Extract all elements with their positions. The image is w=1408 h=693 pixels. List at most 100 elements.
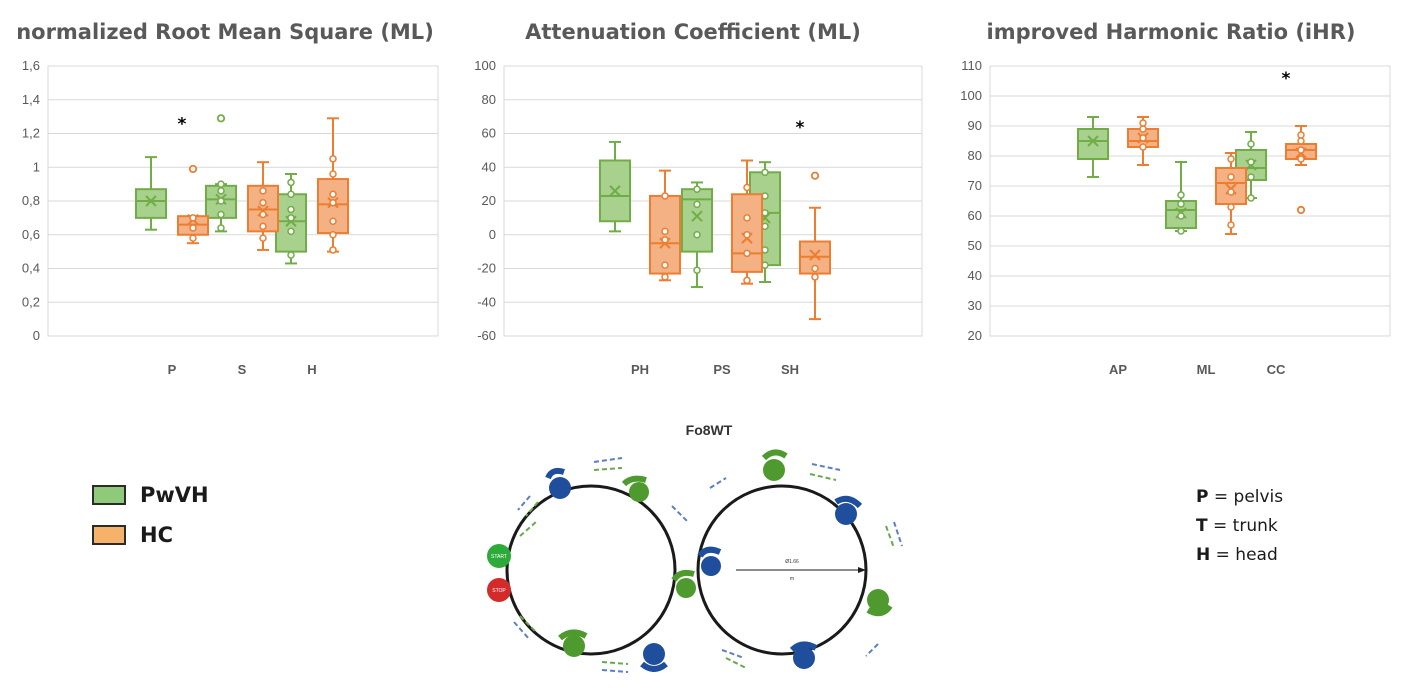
walker-icon [866, 589, 893, 617]
y-tick-label: 100 [474, 58, 496, 73]
y-tick-label: 100 [960, 88, 982, 103]
data-point [1247, 173, 1255, 181]
data-point [1139, 134, 1147, 142]
chart-title: improved Harmonic Ratio (iHR) [986, 20, 1356, 44]
legend-item-hc: HC [92, 518, 209, 552]
data-point [761, 168, 769, 177]
y-tick-label: -40 [477, 294, 496, 309]
outlier-point [810, 171, 820, 180]
start-label: START [491, 554, 507, 560]
legend-swatch-pwvh [92, 485, 126, 505]
outlier-point [1296, 205, 1306, 215]
start-button-icon: START [487, 544, 511, 568]
stop-label: STOP [492, 588, 506, 594]
y-tick-label: 80 [968, 148, 982, 163]
y-tick-label: 90 [968, 118, 982, 133]
walker-icon [697, 546, 722, 576]
data-point [1297, 155, 1305, 163]
data-point [811, 273, 819, 281]
mean-marker [145, 195, 157, 207]
y-tick-label: 0 [489, 227, 496, 242]
walker-icon [640, 643, 668, 672]
data-point [329, 170, 337, 178]
data-point [329, 246, 337, 254]
abbreviation-key: T [1196, 516, 1208, 536]
data-point [661, 227, 669, 236]
data-point [1297, 137, 1305, 145]
y-tick-label: 40 [968, 268, 982, 283]
data-point [329, 231, 337, 239]
significance-marker: * [178, 114, 187, 134]
data-point [189, 234, 197, 242]
box-pwvh-cc [1235, 131, 1267, 202]
stop-button-icon: STOP [487, 578, 511, 602]
legend: PwVH HC [92, 478, 209, 558]
outlier-point [216, 114, 226, 123]
legend-swatch-hc [92, 525, 126, 545]
mean-marker [609, 185, 621, 197]
walker-icon [789, 641, 818, 669]
y-tick-label: 80 [482, 92, 496, 107]
abbreviation-text: = trunk [1213, 516, 1278, 536]
data-point [743, 214, 751, 222]
chart-panel-nrms: normalized Root Mean Square (ML) 0 0,2 0,4… [6, 0, 444, 392]
walker-icon [558, 629, 588, 657]
abbreviation-text: = head [1215, 545, 1278, 565]
data-point [217, 224, 225, 232]
distance-label: Ø1.66 [785, 559, 799, 565]
box-hc-ph [649, 169, 681, 282]
data-point [1297, 146, 1305, 154]
x-tick-label: PS [713, 362, 731, 377]
data-point [811, 264, 819, 273]
box-pwvh-ml [1165, 161, 1197, 235]
data-point [743, 276, 751, 285]
y-tick-label: -60 [477, 328, 496, 343]
legend-label: PwVH [140, 483, 209, 507]
y-tick-label: 20 [968, 328, 982, 343]
legend-item-pwvh: PwVH [92, 478, 209, 512]
outlier-point [188, 164, 198, 174]
x-tick-label: ML [1197, 362, 1216, 377]
data-point [1247, 194, 1255, 202]
data-point [1139, 119, 1147, 127]
chart-svg-attenuation: -60 -40 -20 0 20 40 60 80 100 PH PS SH * [474, 58, 923, 377]
data-point [259, 187, 267, 195]
direction-arrows [513, 457, 903, 673]
chart-panel-ihr: improved Harmonic Ratio (iHR) 20 30 40 50 60… [944, 0, 1398, 392]
box-hc-ml [1215, 152, 1247, 235]
y-tick-label: 20 [482, 193, 496, 208]
data-point [287, 178, 295, 187]
mean-marker [691, 210, 703, 222]
data-point [1247, 140, 1255, 148]
data-point [693, 200, 701, 209]
data-point [329, 190, 337, 198]
y-tick-label: 40 [482, 159, 496, 174]
y-tick-label: 1,4 [22, 92, 40, 107]
mean-marker [1087, 135, 1099, 147]
data-point [217, 187, 225, 195]
data-point [1247, 158, 1255, 166]
box-hc-h [317, 117, 349, 254]
data-point [1177, 200, 1185, 208]
data-point [1177, 227, 1185, 235]
data-point [217, 180, 225, 188]
data-point [287, 227, 295, 236]
abbreviation-key: P [1196, 487, 1209, 507]
data-point [1297, 131, 1305, 139]
data-point [1227, 188, 1235, 196]
data-point [329, 155, 337, 163]
x-tick-label: PH [631, 362, 649, 377]
chart-title: normalized Root Mean Square (ML) [16, 20, 434, 44]
data-point [217, 197, 225, 205]
data-point [693, 185, 701, 193]
abbreviation-list: P = pelvis T = trunk H = head [1196, 483, 1283, 570]
abbreviation-item: H = head [1196, 541, 1283, 570]
x-tick-label: AP [1109, 362, 1127, 377]
data-point [743, 183, 751, 192]
distance-unit: m [790, 576, 794, 582]
data-point [287, 205, 295, 214]
chart-svg-ihr: 20 30 40 50 60 70 80 90 100 110 AP ML CC * [960, 58, 1391, 377]
x-tick-label: SH [781, 362, 799, 377]
data-point [287, 251, 295, 259]
box-iqr [275, 193, 307, 253]
